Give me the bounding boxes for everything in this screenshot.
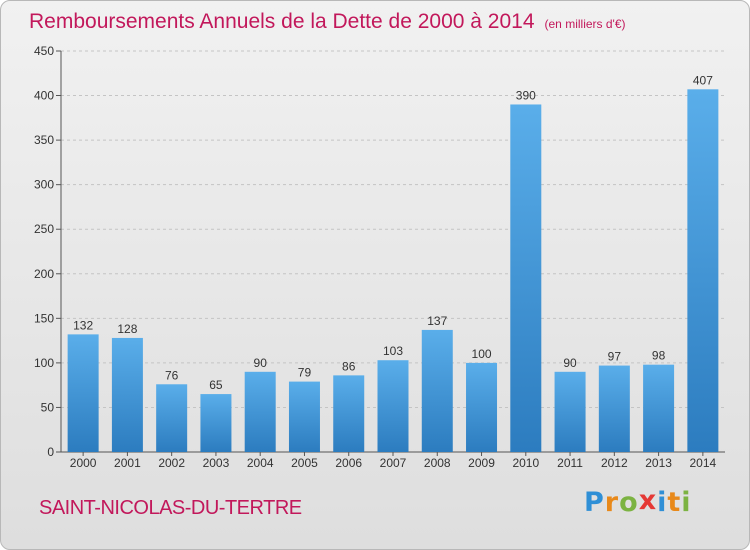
bar	[111, 337, 143, 452]
bar-value-label: 407	[693, 73, 713, 87]
bar-value-label: 132	[73, 318, 93, 332]
x-tick-label: 2005	[291, 456, 318, 470]
logo-letter: i	[657, 487, 668, 518]
bar	[643, 364, 675, 452]
bar-value-label: 90	[563, 356, 577, 370]
bar	[510, 104, 542, 452]
bar-value-label: 79	[298, 366, 312, 380]
y-tick-label: 100	[34, 356, 54, 370]
bar-value-label: 97	[608, 350, 622, 364]
chart-title: Remboursements Annuels de la Dette de 20…	[29, 10, 626, 34]
y-tick-label: 450	[34, 44, 54, 58]
x-tick-label: 2010	[512, 456, 539, 470]
bar	[377, 360, 409, 452]
bar-value-label: 98	[652, 349, 666, 363]
x-tick-label: 2000	[70, 456, 97, 470]
x-tick-label: 2004	[247, 456, 274, 470]
x-tick-label: 2013	[645, 456, 672, 470]
x-tick-label: 2007	[380, 456, 407, 470]
bar-value-label: 76	[165, 368, 179, 382]
x-tick-label: 2011	[557, 456, 583, 470]
chart-title-text: Remboursements Annuels de la Dette de 20…	[29, 10, 535, 33]
bars	[67, 89, 719, 452]
x-tick-label: 2006	[335, 456, 362, 470]
bar-value-label: 137	[427, 314, 447, 328]
y-tick-label: 0	[47, 445, 54, 459]
bar-value-label: 100	[472, 347, 492, 361]
y-tick-label: 350	[34, 133, 54, 147]
y-tick-label: 200	[34, 267, 54, 281]
commune-name: SAINT-NICOLAS-DU-TERTRE	[39, 497, 302, 519]
logo-letter: P	[584, 487, 605, 518]
bar	[67, 334, 99, 452]
logo-letter: o	[619, 487, 639, 518]
bar-value-label: 86	[342, 359, 356, 373]
x-tick-label: 2008	[424, 456, 451, 470]
y-tick-label: 250	[34, 222, 54, 236]
bar	[598, 365, 630, 452]
bar	[156, 384, 188, 452]
logo-letter: i	[681, 487, 692, 518]
y-tick-label: 400	[34, 89, 54, 103]
logo-letter: x	[638, 485, 658, 516]
bar-value-label: 65	[209, 378, 223, 392]
x-tick-label: 2012	[601, 456, 628, 470]
x-tick-label: 2003	[203, 456, 230, 470]
bar-value-label: 90	[254, 356, 268, 370]
bar	[687, 89, 719, 452]
bar	[466, 362, 498, 452]
y-tick-label: 50	[41, 400, 55, 414]
x-tick-label: 2014	[690, 456, 717, 470]
proxiti-logo: Proxiti	[584, 485, 692, 518]
logo-letter: t	[667, 487, 682, 518]
y-tick-label: 150	[34, 311, 54, 325]
bar	[244, 371, 276, 452]
x-tick-label: 2001	[114, 456, 141, 470]
bar	[200, 394, 232, 452]
logo-letter: r	[604, 487, 620, 518]
x-tick-label: 2002	[158, 456, 185, 470]
bar	[333, 375, 365, 452]
bar-value-label: 390	[516, 88, 536, 102]
y-tick-label: 300	[34, 178, 54, 192]
bar-value-label: 128	[117, 322, 137, 336]
bar	[554, 371, 586, 452]
x-tick-label: 2009	[468, 456, 495, 470]
bar	[288, 381, 320, 452]
bar	[421, 329, 453, 452]
chart-subtitle: (en milliers d'€)	[544, 17, 626, 31]
labels: 0 50 100 150 200 250 300 350 400 450 132 2000 128 200…	[34, 44, 717, 470]
bar-value-label: 103	[383, 344, 403, 358]
